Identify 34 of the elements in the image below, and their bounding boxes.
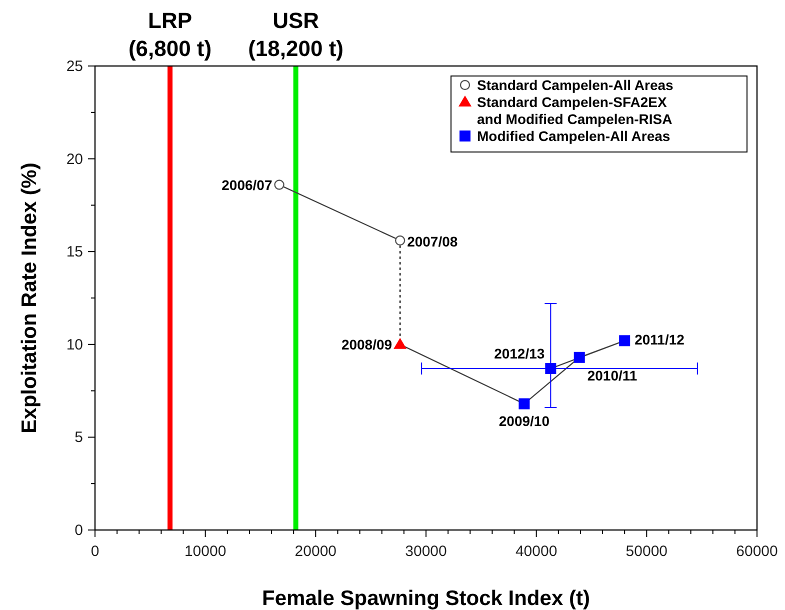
legend-label: Standard Campelen-All Areas (477, 77, 674, 93)
annotation: 2008/09 (341, 336, 392, 352)
point (619, 335, 630, 346)
x-axis-title: Female Spawning Stock Index (t) (262, 587, 590, 610)
y-axis-title: Exploitation Rate Index (%) (18, 162, 41, 434)
ref-line-label: LRP (6,800 t) (128, 8, 212, 61)
annotation: 2007/08 (407, 233, 458, 250)
x-tick-label: 40000 (515, 543, 558, 560)
y-tick-label: 15 (66, 244, 83, 261)
y-tick-label: 10 (66, 336, 83, 354)
point (545, 363, 556, 374)
point (394, 235, 406, 246)
x-tick-label: 20000 (294, 543, 337, 560)
y-tick-label: 20 (66, 150, 83, 168)
point (274, 180, 284, 190)
legend-label: Standard Campelen-SFA2EX and Modified Campelen-RISA (477, 94, 672, 127)
x-tick-label: 10000 (184, 543, 226, 560)
annotation: 2011/12 (634, 332, 685, 348)
x-tick-label: 0 (90, 543, 100, 560)
ref-line-label: USR (18,200 t) (248, 8, 344, 61)
x-tick-label: 50000 (626, 543, 668, 560)
y-tick-label: 25 (66, 58, 83, 75)
point (518, 398, 530, 410)
y-tick-label: 0 (74, 522, 83, 539)
point (394, 338, 407, 349)
point (574, 352, 585, 363)
x-tick-label: 30000 (405, 543, 447, 560)
y-tick-label: 5 (74, 429, 83, 446)
annotation: 2012/13 (494, 346, 545, 362)
annotation: 2006/07 (222, 176, 272, 193)
x-tick-label: 60000 (736, 543, 778, 560)
annotation: 2010/11 (587, 367, 638, 384)
annotation: 2009/10 (498, 412, 550, 429)
legend-label: Modified Campelen-All Areas (477, 128, 670, 144)
